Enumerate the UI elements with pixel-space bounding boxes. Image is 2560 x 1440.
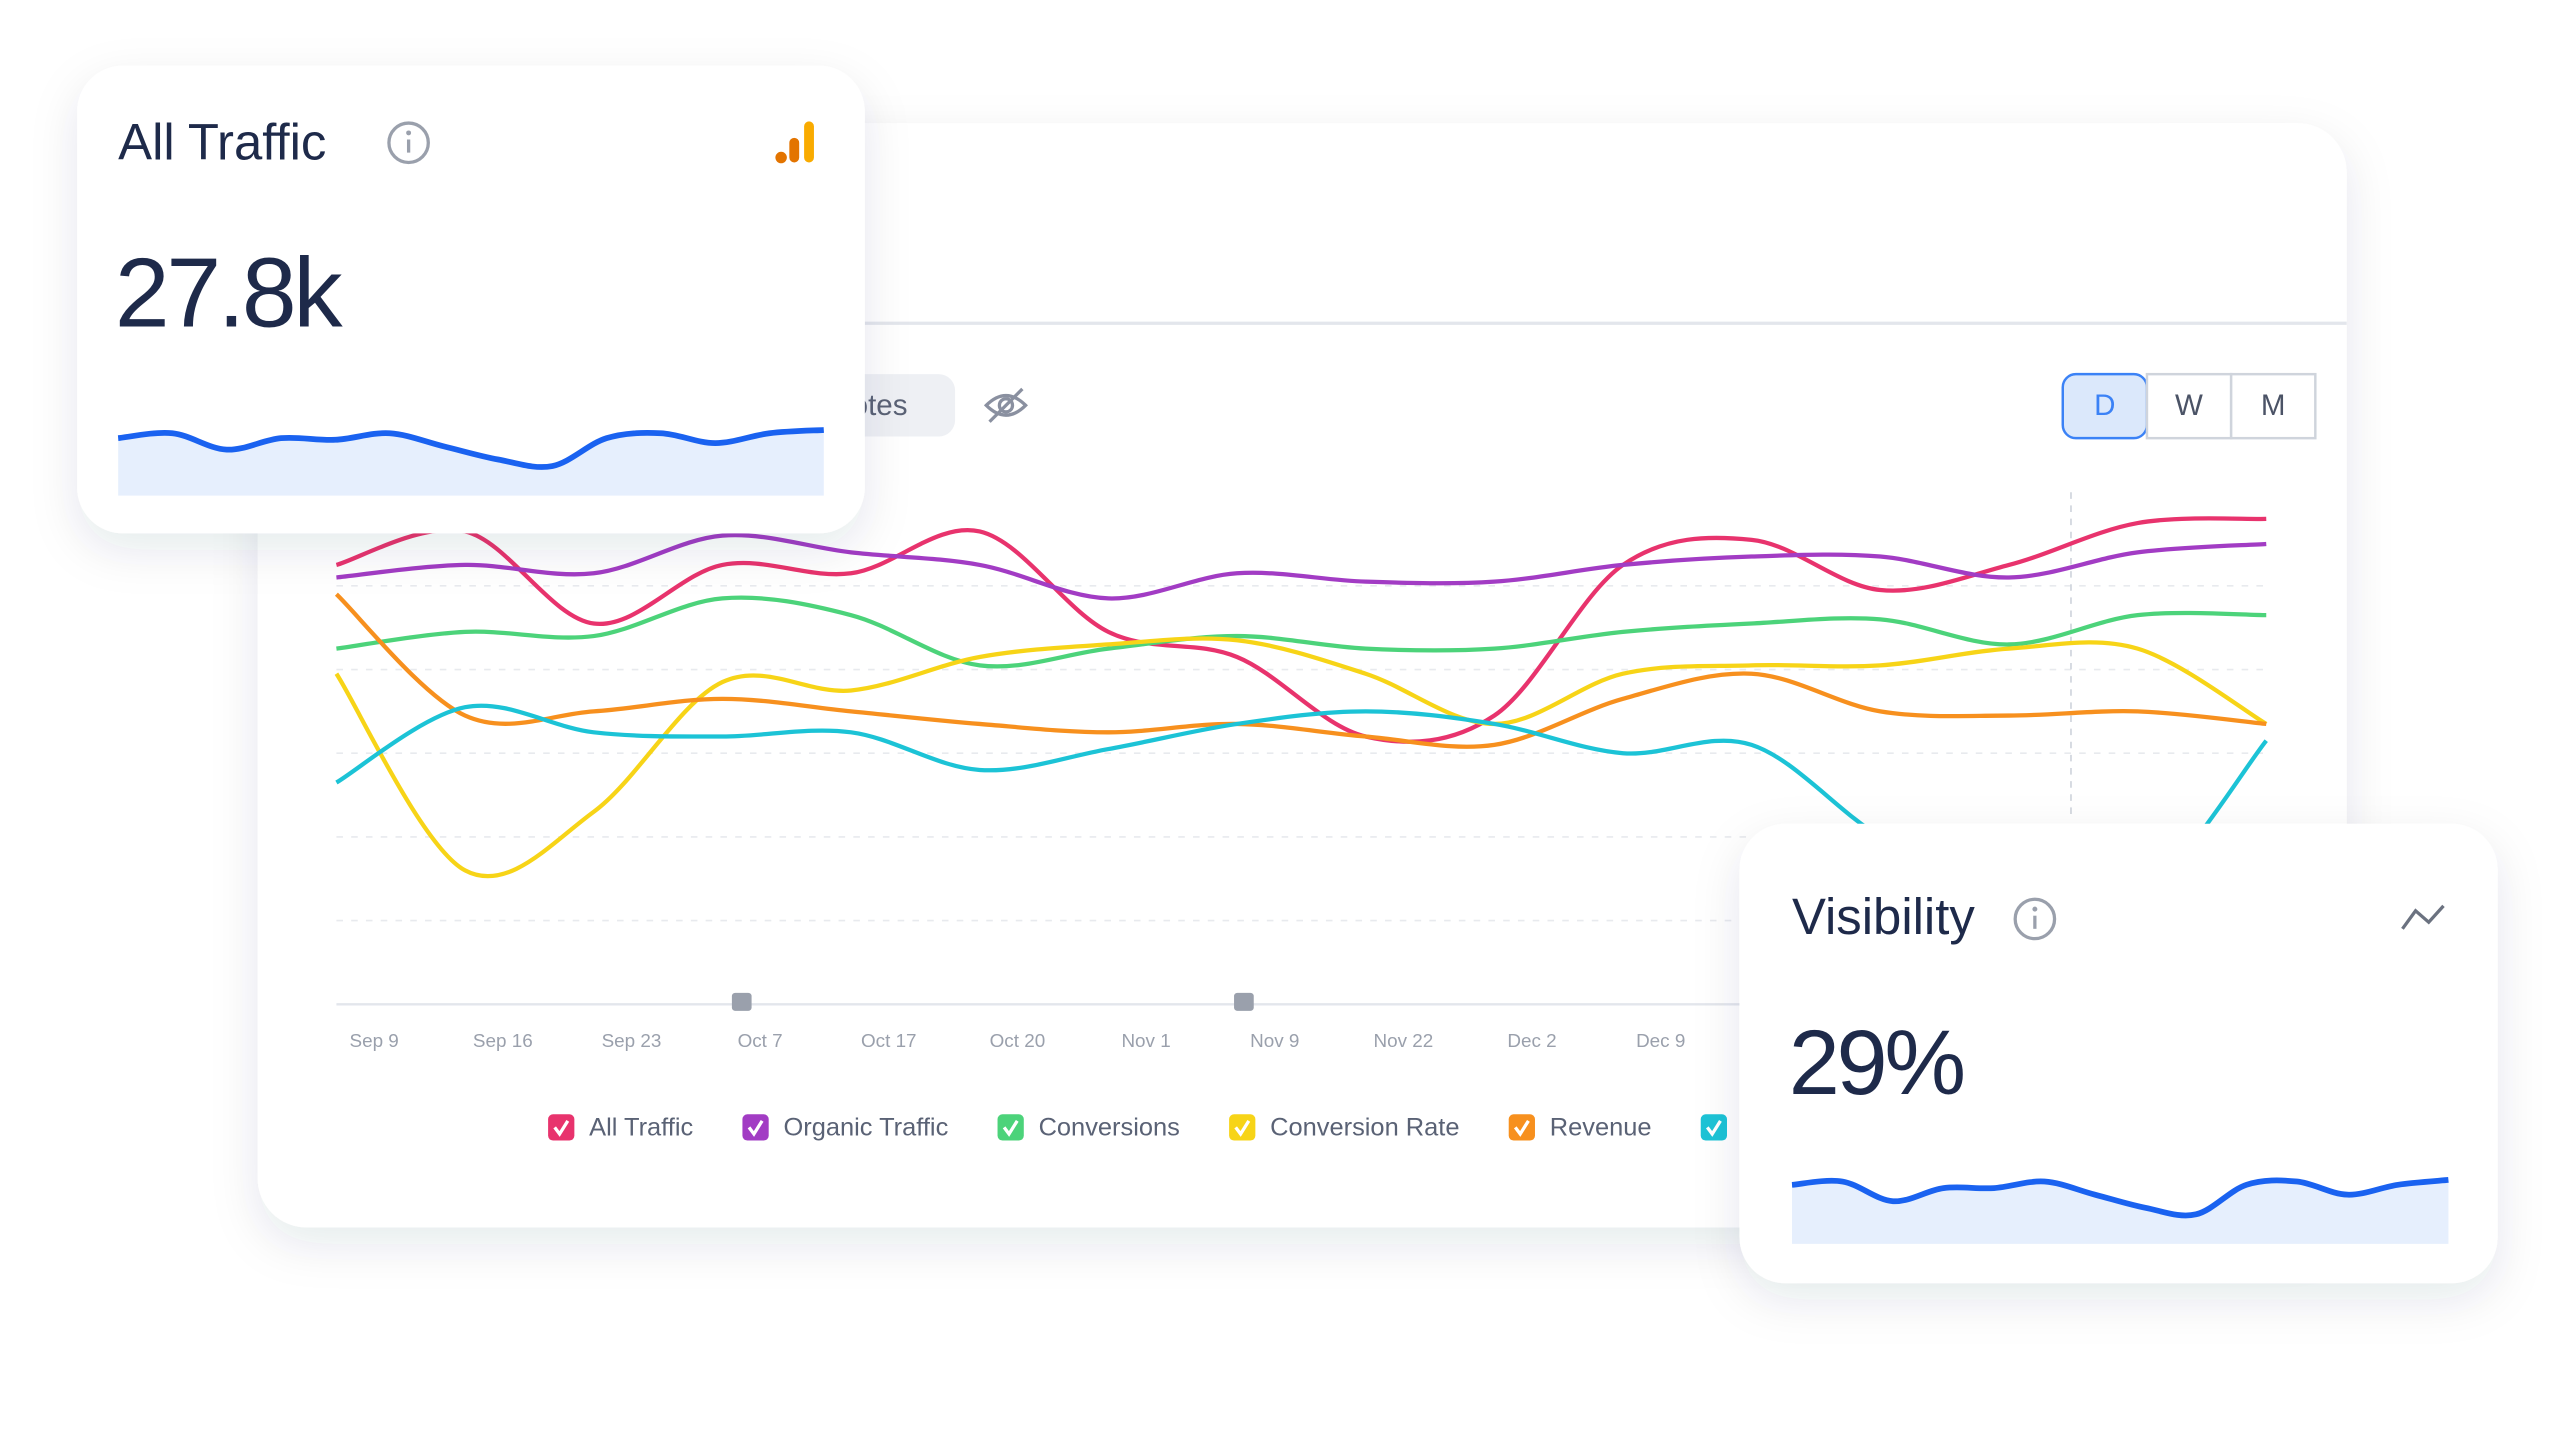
series-line [336,533,2267,601]
check-mark [1234,1119,1251,1137]
sparkline-area [118,429,824,496]
legend-label: Conversions [1039,1114,1180,1142]
x-tick-label: Oct 20 [990,1030,1046,1051]
check-mark [1513,1119,1530,1137]
legend-checkbox[interactable] [1508,1114,1535,1141]
x-tick-label: Sep 9 [350,1030,399,1051]
legend-checkbox[interactable] [1229,1114,1256,1141]
card-value: 29% [1789,1012,1964,1114]
legend-checkbox[interactable] [1700,1114,1728,1141]
card [1739,823,2498,1284]
trend-icon [2401,904,2445,930]
x-tick-label: Oct 17 [861,1030,917,1051]
sparkline [1791,1177,2449,1244]
legend-checkbox[interactable] [548,1114,575,1141]
x-tick-label: Oct 7 [738,1030,783,1051]
series-line [334,592,2267,749]
sparkline-line [1791,1177,2449,1219]
legend-label: Revenue [1550,1114,1652,1142]
period-label: W [2175,389,2203,422]
x-tick-label: Sep 23 [602,1030,662,1051]
sparkline-area [1792,1179,2449,1244]
legend: All Traffic Organic Traffic Conversions Con… [548,1114,1728,1142]
period-label: M [2261,389,2286,422]
series-line [334,636,2268,879]
legend-label: All Traffic [589,1114,693,1142]
sparkline [117,427,824,496]
x-tick-label: Nov 1 [1121,1030,1170,1051]
plot: Sep 9 Sep 16 Sep 23 Oct 7 Oct 17 Oct 20 Nov 1 N… [334,492,2268,1051]
x-tick-label: Nov 22 [1374,1030,1434,1051]
legend-label: Conversion Rate [1270,1114,1459,1142]
note-marker [1234,992,1254,1011]
analytics-icon [775,121,814,164]
check-mark [1705,1119,1722,1137]
series-line [335,516,2267,744]
card [77,65,865,534]
x-tick-label: Sep 16 [473,1030,533,1051]
check-mark [747,1119,764,1137]
legend-label: Organic Traffic [783,1114,948,1142]
period-button[interactable] [2145,372,2233,440]
period-label: D [2094,389,2115,422]
legend-checkbox[interactable] [742,1114,769,1141]
card-title: All Traffic [118,113,326,170]
card-value: 27.8k [115,237,343,347]
series-line [336,595,2267,669]
hide-icon[interactable] [983,387,1028,423]
check-mark [553,1119,570,1137]
card-title: Visibility [1792,888,1975,945]
sparkline-line [117,427,824,470]
period-button[interactable] [2229,372,2317,440]
info-icon[interactable] [2013,897,2057,941]
x-tick-label: Nov 9 [1250,1030,1299,1051]
x-tick-label: Dec 2 [1507,1030,1556,1051]
legend-checkbox[interactable] [997,1114,1024,1141]
note-marker [731,992,752,1011]
check-mark [1002,1119,1019,1137]
info-icon[interactable] [387,121,430,165]
x-tick-label: Dec 9 [1636,1030,1685,1051]
